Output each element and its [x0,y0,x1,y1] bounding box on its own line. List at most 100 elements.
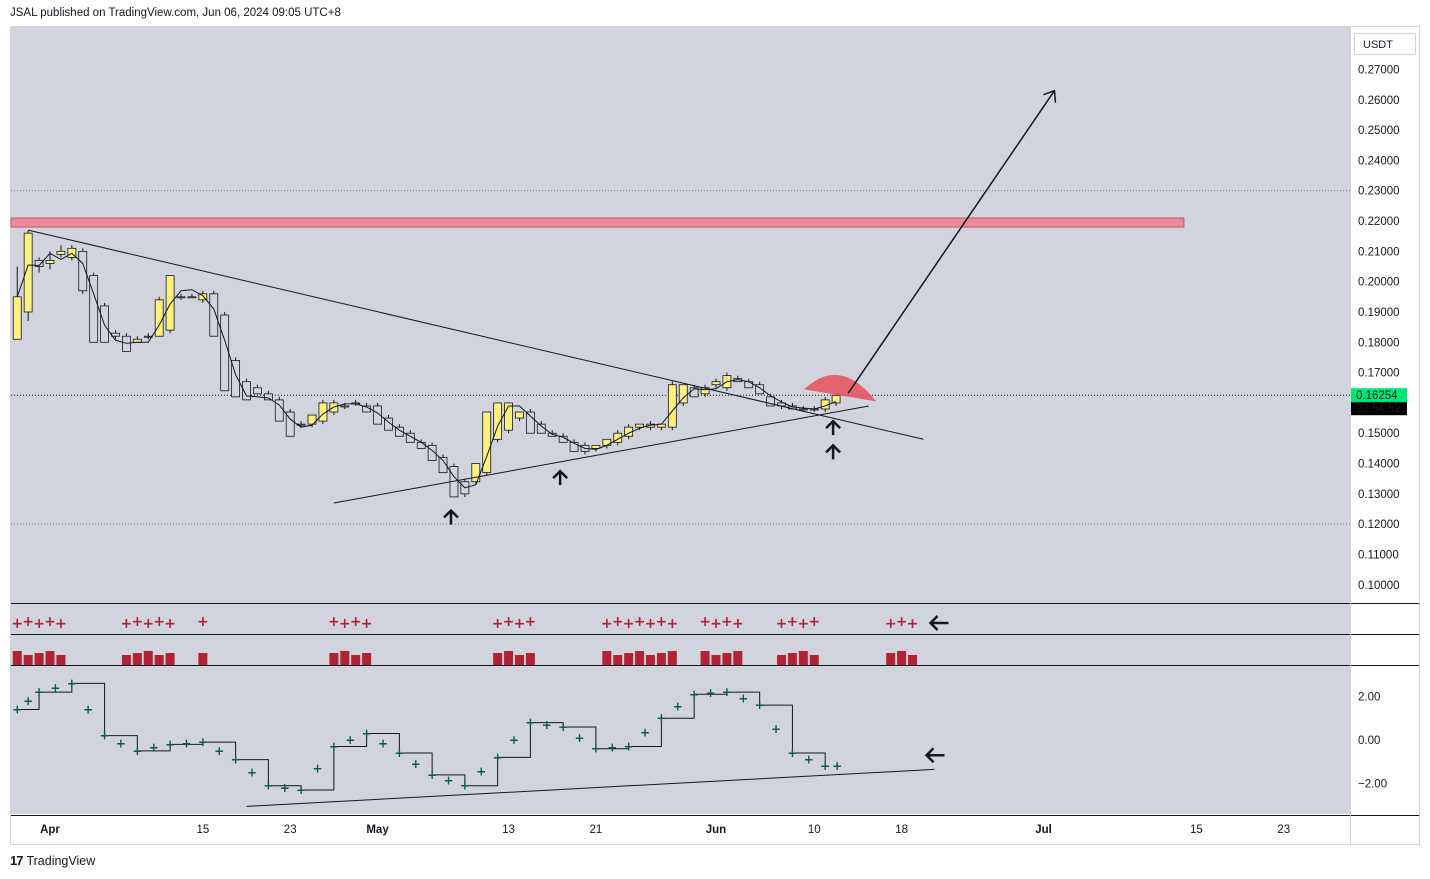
pane-separators [11,27,1419,844]
oscillator-plus-marker: + [50,681,60,695]
price-tick-label: 0.14000 [1358,459,1400,471]
oscillator-plus-marker: + [574,731,584,745]
candle-body [798,408,808,411]
signal-plus-marker: + [514,616,526,632]
signal-bar [635,651,645,665]
currency-selector[interactable]: USDT [1354,33,1416,55]
oscillator-plus-marker: + [460,779,470,793]
oscillator-plus-marker: + [624,740,634,754]
price-tick-label: 0.12000 [1358,519,1400,531]
oscillator-plus-marker: + [296,783,306,797]
publish-info: JSAL published on TradingView.com, Jun 0… [10,7,341,19]
candle-body [340,405,350,408]
signal-plus-marker: + [503,614,515,630]
candle-body [23,232,33,313]
candle-body [678,384,688,404]
signal-plus-marker: + [666,616,678,632]
oscillator-plus-marker: + [394,746,404,760]
signal-bar [777,655,787,665]
oscillator-plus-marker: + [640,725,650,739]
oscillator-plus-marker: + [476,765,486,779]
signal-bar [624,653,634,665]
signal-bar [722,653,732,665]
signal-bar [886,653,896,665]
oscillator-plus-marker: + [263,779,273,793]
candle-body [569,441,579,452]
signal-plus-marker: + [525,614,537,630]
signal-bar [613,655,623,665]
candle-body [613,432,623,443]
signal-plus-marker: + [339,616,351,632]
candle-body [285,411,295,437]
oscillator-plus-marker: + [100,729,110,743]
breakout-highlight [804,374,877,402]
signal-plus-marker: + [885,616,897,632]
oscillator-plus-marker: + [378,736,388,750]
signal-plus-marker: + [164,616,176,632]
oscillator-tick-label: 2.00 [1358,691,1380,703]
moving-average-line [16,252,837,489]
oscillator-plus-marker: + [411,757,421,771]
signal-bar [493,653,503,665]
signal-plus-marker: + [732,616,744,632]
oscillator-plus-marker: + [755,698,765,712]
candle-body [471,463,481,483]
signal-bar [897,651,907,665]
countdown-badge [1351,402,1407,416]
candle-body [416,441,426,449]
brand-name: TradingView [26,853,96,868]
signal-bar [908,655,918,665]
time-tick-label: 15 [196,824,209,836]
oscillator-plus-marker: + [362,726,372,740]
candle-body [154,299,164,337]
oscillator-plus-marker: + [23,694,33,708]
candle-body [220,314,230,392]
oscillator-plus-marker: + [214,744,224,758]
price-tick-label: 0.11000 [1358,549,1399,561]
candle-body [89,275,99,343]
signal-bar [165,653,175,665]
price-tick-label: 0.27000 [1358,64,1400,76]
candle-body [766,396,775,407]
signal-bar [45,651,55,665]
indicator-pane-1-bg [11,604,1350,634]
left-arrow-icon [924,747,945,764]
oscillator-plus-marker: + [493,750,503,764]
price-axis-bg[interactable] [1351,27,1419,603]
oscillator-plus-marker: + [771,722,781,736]
projection-arrow [847,90,1056,394]
signal-plus-marker: + [721,614,733,630]
descending-trendline [28,229,924,440]
oscillator-plus-marker: + [832,759,842,773]
signal-plus-marker: + [121,616,133,632]
tradingview-logo-icon: 17 [10,853,24,868]
candle-body [45,260,55,264]
time-tick-label: 23 [284,824,297,836]
signal-plus-marker: + [896,614,908,630]
signal-plus-marker: + [656,614,668,630]
price-tick-label: 0.18000 [1358,337,1400,349]
oscillator-plus-marker: + [280,781,290,795]
candle-body [198,293,208,301]
signal-bar [12,651,22,665]
price-tick-label: 0.10000 [1358,580,1400,592]
oscillator-plus-marker: + [116,736,126,750]
price-tick-label: 0.19000 [1358,307,1400,319]
oscillator-plus-marker: + [34,685,44,699]
oscillator-plus-marker: + [132,744,142,758]
signal-plus-marker: + [197,614,209,630]
signal-bar [656,653,666,665]
signal-bar [711,655,721,665]
signal-plus-marker: + [131,614,143,630]
candle-body [635,423,644,428]
oscillator-plus-marker: + [673,699,683,713]
signal-bar [809,655,819,665]
oscillator-step-line [17,682,826,791]
signal-bar [700,651,710,665]
signal-plus-marker: + [142,616,154,632]
ascending-trendline [333,405,869,504]
time-tick-label: 21 [590,824,603,836]
oscillator-plus-marker: + [542,718,552,732]
oscillator-plus-marker: + [607,741,617,755]
